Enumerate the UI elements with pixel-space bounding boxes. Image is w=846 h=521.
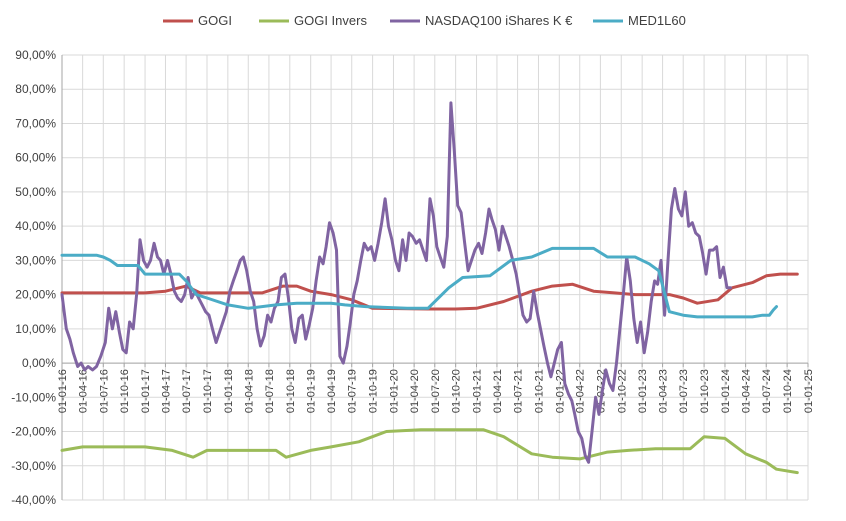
y-tick-label: 0,00% [22, 356, 56, 370]
y-tick-label: 60,00% [15, 151, 56, 165]
x-tick-label: 01-07-17 [181, 369, 193, 413]
x-tick-label: 01-04-18 [243, 369, 255, 413]
x-tick-label: 01-10-22 [616, 369, 628, 413]
y-axis-ticks: -40,00% -30,00% -20,00% -10,00% 0,00% 10,00% 2… [11, 48, 56, 507]
x-axis-ticks: 01-01-16 01-04-16 01-07-16 01-10-16 01-01-17… [57, 363, 815, 413]
series-line-gogi-invers [60, 428, 799, 475]
x-tick-label: 01-01-19 [306, 369, 318, 413]
x-tick-label: 01-04-23 [658, 369, 670, 413]
x-tick-label: 01-04-20 [409, 369, 421, 413]
y-tick-label: 40,00% [15, 219, 56, 233]
y-tick-label: 20,00% [15, 288, 56, 302]
y-tick-label: 90,00% [15, 48, 56, 62]
x-tick-label: 01-10-21 [533, 369, 545, 413]
x-tick-label: 01-01-17 [140, 369, 152, 413]
x-tick-label: 01-01-21 [472, 369, 484, 413]
legend-label-gogi-invers: GOGI Invers [294, 13, 367, 28]
series-line-gogi [60, 272, 799, 311]
x-tick-label: 01-07-23 [678, 369, 690, 413]
series-line-nasdaq100-ishares-k [60, 101, 732, 464]
x-tick-label: 01-01-18 [223, 369, 235, 413]
y-tick-label: -10,00% [11, 390, 56, 404]
legend-label-med1l60: MED1L60 [628, 13, 686, 28]
x-tick-label: 01-01-23 [637, 369, 649, 413]
y-tick-label: 80,00% [15, 82, 56, 96]
gridlines [61, 54, 809, 501]
x-tick-label: 01-10-24 [782, 369, 794, 413]
legend: GOGI GOGI Invers NASDAQ100 iShares K € MED1… [163, 13, 686, 28]
y-tick-label: 70,00% [15, 116, 56, 130]
x-tick-label: 01-04-16 [78, 369, 90, 413]
x-tick-label: 01-01-25 [803, 369, 815, 413]
x-tick-label: 01-04-21 [492, 369, 504, 413]
y-tick-label: 50,00% [15, 185, 56, 199]
x-tick-label: 01-07-18 [264, 369, 276, 413]
x-tick-label: 01-07-24 [761, 369, 773, 413]
legend-label-nasdaq100-ishares-k: NASDAQ100 iShares K € [425, 13, 573, 28]
series-lines [60, 101, 799, 475]
x-tick-label: 01-07-21 [513, 369, 525, 413]
x-tick-label: 01-10-20 [451, 369, 463, 413]
x-tick-label: 01-04-17 [160, 369, 172, 413]
x-tick-label: 01-07-16 [98, 369, 110, 413]
y-tick-label: 10,00% [15, 322, 56, 336]
x-tick-label: 01-04-24 [741, 369, 753, 413]
x-tick-label: 01-10-16 [119, 369, 131, 413]
y-tick-label: -20,00% [11, 425, 56, 439]
x-tick-label: 01-04-22 [575, 369, 587, 413]
x-tick-label: 01-01-24 [720, 369, 732, 413]
x-tick-label: 01-01-20 [388, 369, 400, 413]
x-tick-label: 01-04-19 [326, 369, 338, 413]
series-line-med1l60 [60, 246, 778, 319]
x-tick-label: 01-10-18 [285, 369, 297, 413]
y-tick-label: -40,00% [11, 493, 56, 507]
x-tick-label: 01-07-19 [347, 369, 359, 413]
x-tick-label: 01-01-16 [57, 369, 69, 413]
legend-label-gogi: GOGI [198, 13, 232, 28]
y-tick-label: 30,00% [15, 253, 56, 267]
x-tick-label: 01-10-23 [699, 369, 711, 413]
x-tick-label: 01-10-17 [202, 369, 214, 413]
x-tick-label: 01-07-20 [430, 369, 442, 413]
x-tick-label: 01-10-19 [368, 369, 380, 413]
y-tick-label: -30,00% [11, 459, 56, 473]
